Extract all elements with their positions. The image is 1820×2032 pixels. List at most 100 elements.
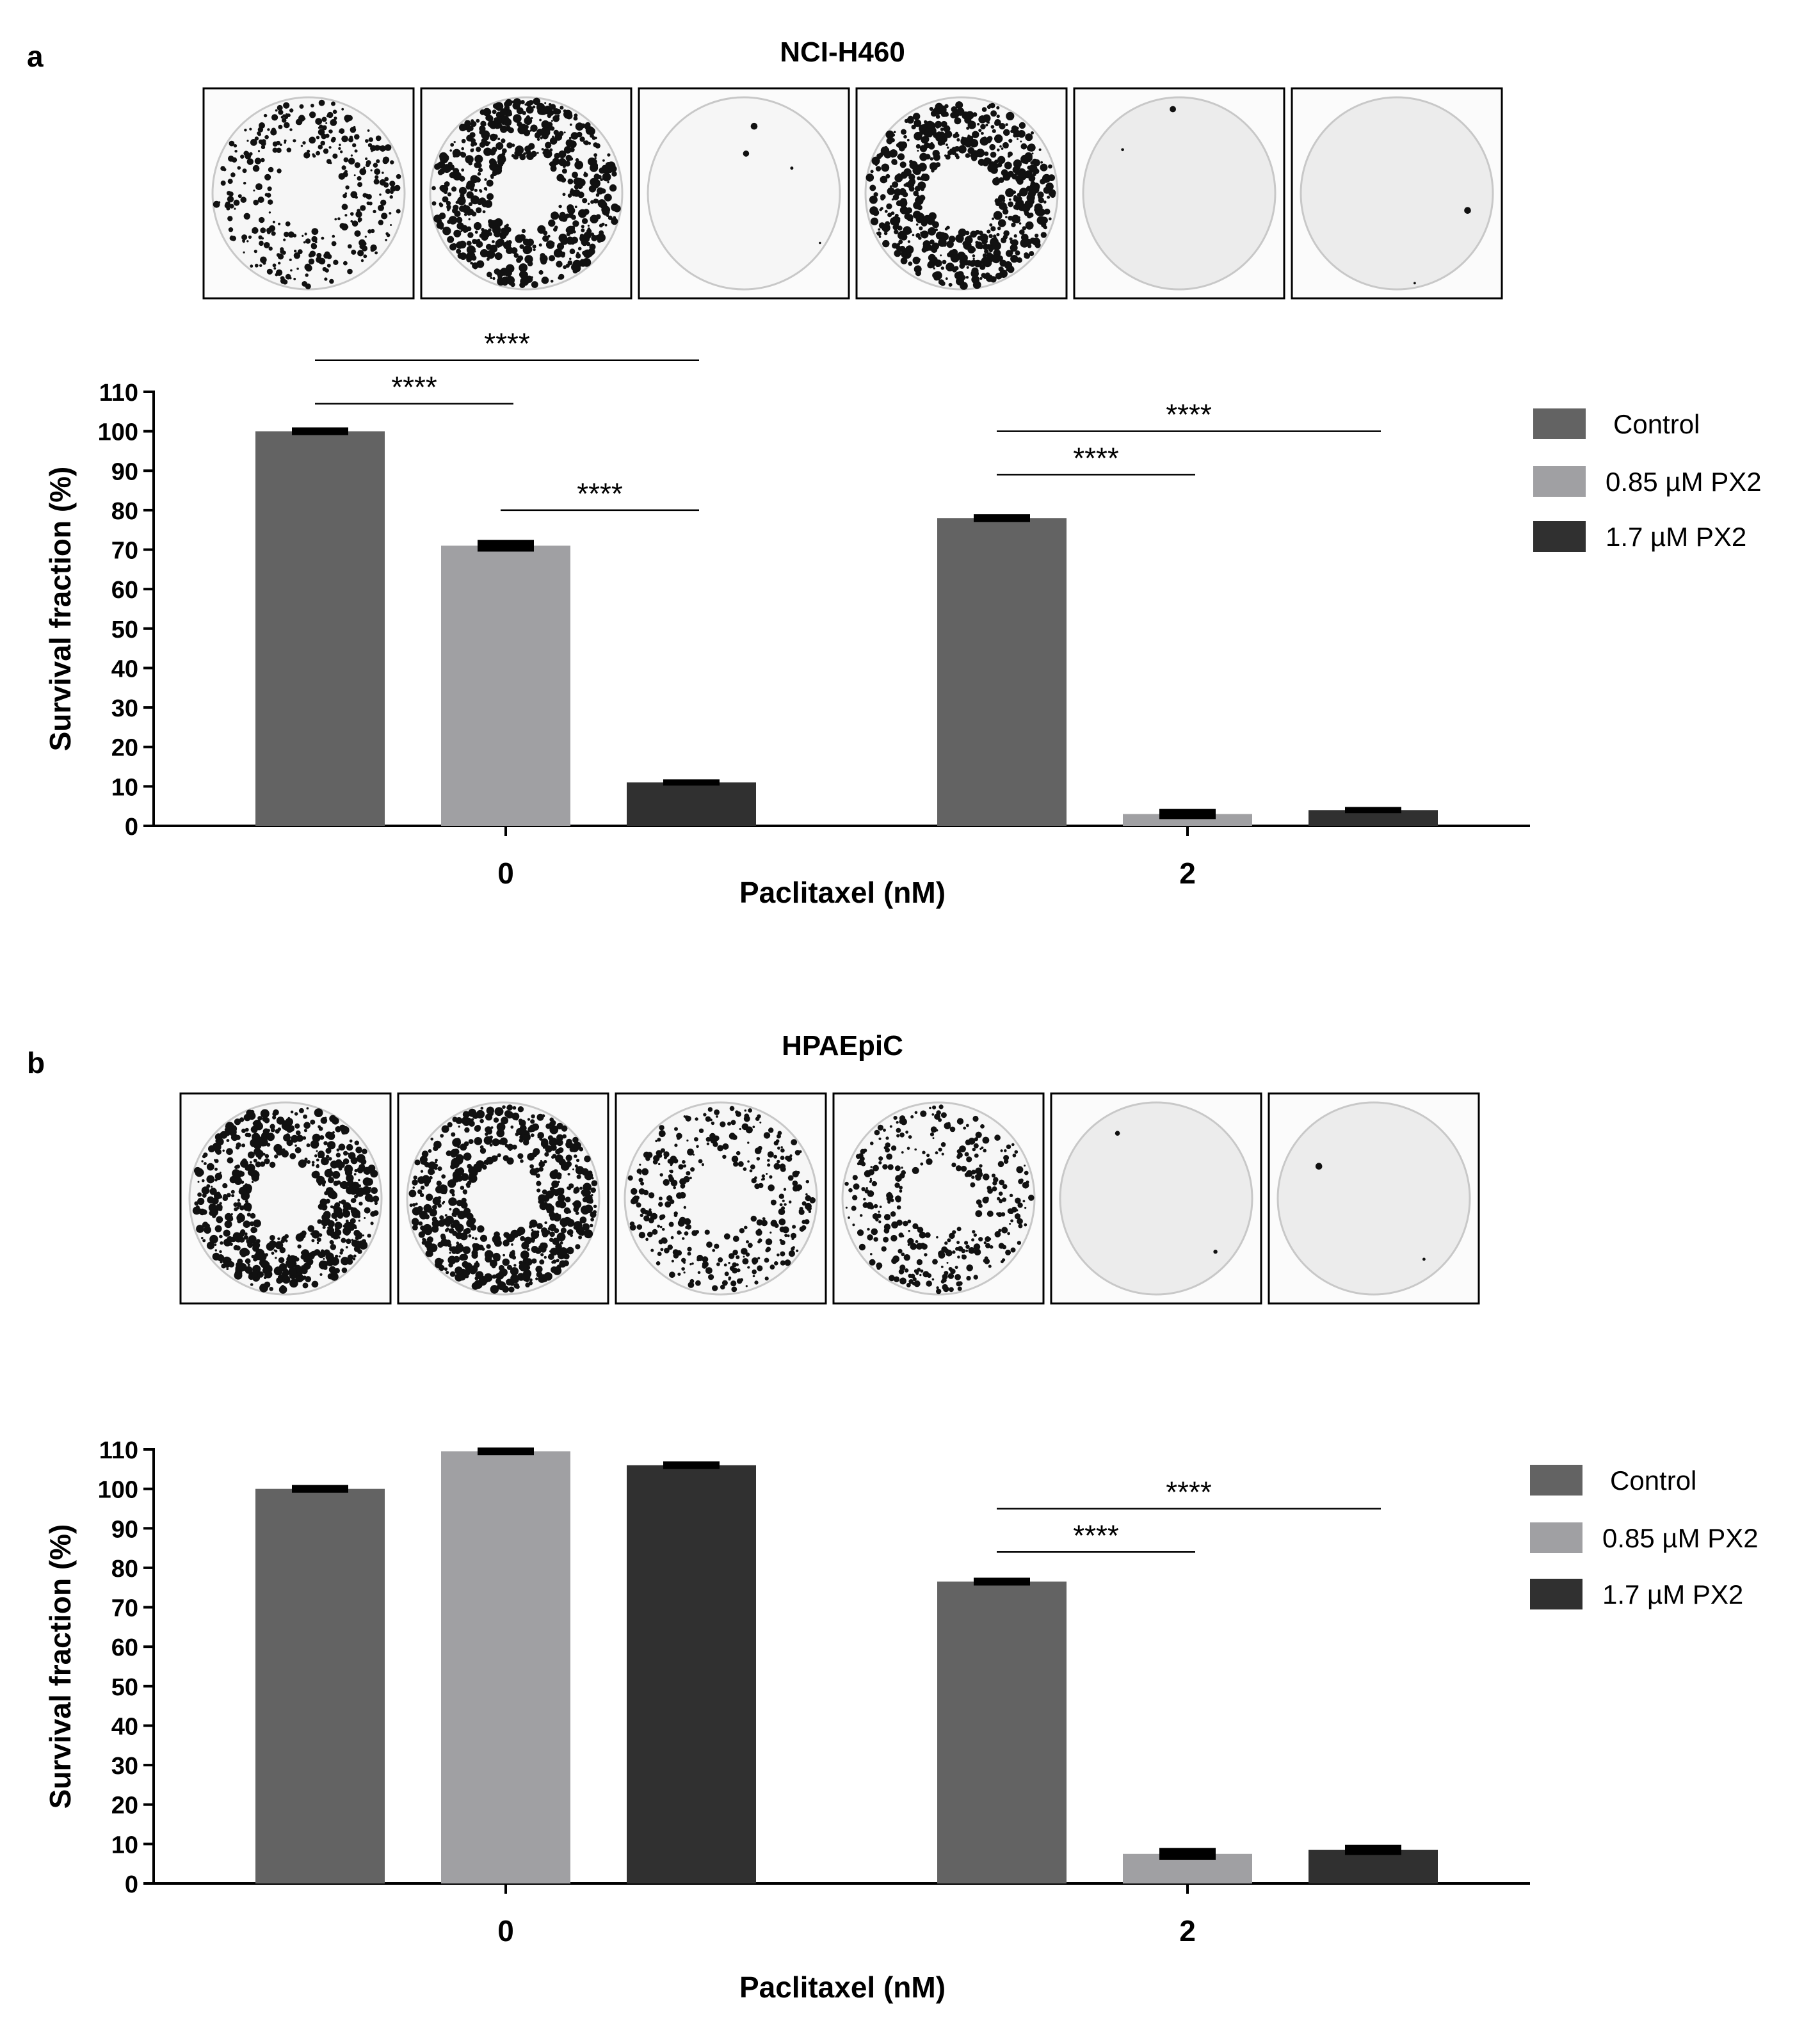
colony-dot <box>326 1141 336 1150</box>
colony-dot <box>488 220 497 229</box>
colony-dot <box>998 1229 1002 1232</box>
colony-dot <box>350 154 353 157</box>
colony-dot <box>630 1198 637 1205</box>
colony-dot <box>459 124 467 132</box>
colony-dot <box>590 163 593 165</box>
colony-dot <box>347 244 352 249</box>
colony-dot <box>878 1161 882 1165</box>
colony-dot <box>413 1175 417 1180</box>
colony-dot <box>208 1145 215 1152</box>
colony-dot <box>987 229 991 234</box>
colony-dot <box>471 1252 478 1259</box>
colony-dot <box>206 1175 215 1184</box>
colony-dot <box>412 1186 415 1189</box>
colony-dot <box>370 1211 376 1217</box>
colony-dot <box>389 195 393 199</box>
colony-dot <box>791 1139 798 1146</box>
colony-dot <box>664 1248 670 1254</box>
colony-dot <box>579 1186 583 1190</box>
colony-dot <box>376 159 380 163</box>
colony-dot <box>280 1239 285 1243</box>
colony-dot <box>209 1234 218 1244</box>
colony-dot <box>743 150 750 157</box>
colony-dot <box>682 1160 686 1164</box>
colony-dot <box>798 1150 802 1154</box>
colony-dot <box>947 1238 951 1243</box>
colony-dot <box>330 161 332 165</box>
colony-dot <box>482 1165 487 1170</box>
y-tick-label: 20 <box>111 1793 138 1819</box>
colony-dot <box>660 1248 664 1252</box>
colony-dot <box>770 1199 777 1205</box>
colony-dot <box>1000 1149 1003 1152</box>
error-bar-cap <box>478 1447 534 1456</box>
colony-dot <box>373 209 376 214</box>
colony-dot <box>531 1240 535 1243</box>
colony-dot <box>565 1218 567 1221</box>
colony-dot <box>234 150 238 153</box>
colony-dot <box>458 1273 466 1281</box>
colony-dot <box>232 1232 241 1241</box>
colony-dot <box>1006 1144 1011 1150</box>
colony-dot <box>956 1281 962 1287</box>
colony-dot <box>483 147 492 156</box>
colony-dot <box>341 1257 350 1266</box>
colony-dot <box>549 1121 554 1127</box>
y-tick-label: 50 <box>111 617 138 643</box>
colony-dot <box>274 1268 277 1271</box>
colony-dot <box>600 188 606 194</box>
colony-dot <box>974 1137 978 1141</box>
colony-dot <box>712 1285 718 1291</box>
colony-dot <box>325 1252 334 1261</box>
colony-dot <box>884 145 888 149</box>
colony-dot <box>531 117 533 120</box>
colony-dot <box>240 197 247 203</box>
colony-dot <box>765 1248 769 1253</box>
colony-dot <box>597 191 600 193</box>
colony-dot <box>474 230 478 234</box>
colony-dot <box>231 157 238 163</box>
colony-dot <box>364 1217 366 1219</box>
colony-dot <box>334 1269 338 1274</box>
colony-dot <box>275 1241 284 1250</box>
colony-dot <box>324 1168 334 1178</box>
colony-dot <box>584 172 586 174</box>
colony-dot <box>529 1164 534 1169</box>
colony-dot <box>219 1234 223 1239</box>
colony-dot <box>989 143 996 150</box>
y-tick-label: 30 <box>111 695 138 722</box>
colony-dot <box>329 1239 334 1245</box>
colony-dot <box>1017 192 1022 198</box>
colony-dot <box>488 120 498 129</box>
colony-dot <box>677 1272 681 1276</box>
colony-dot <box>523 248 527 253</box>
colony-dot <box>883 1128 886 1132</box>
colony-dot <box>899 1186 903 1189</box>
colony-dot <box>532 105 536 109</box>
colony-dot <box>367 1234 371 1238</box>
colony-dot <box>530 1133 535 1138</box>
colony-dot <box>576 177 584 185</box>
colony-dot <box>548 1254 554 1260</box>
colony-dot <box>894 1182 900 1188</box>
colony-dot <box>272 1111 277 1117</box>
colony-dot <box>260 1109 270 1118</box>
colony-dot <box>271 114 278 121</box>
colony-dot <box>269 1287 274 1291</box>
colony-dot <box>950 254 960 263</box>
colony-dot <box>723 1263 727 1267</box>
colony-dot <box>556 173 565 182</box>
colony-dot <box>466 191 474 199</box>
colony-dot <box>892 194 899 200</box>
colony-dot <box>355 195 358 199</box>
colony-dot <box>852 1175 858 1181</box>
colony-dot <box>334 117 337 120</box>
colony-dot <box>449 243 457 251</box>
colony-dot <box>992 217 995 220</box>
colony-dot <box>627 1175 633 1181</box>
colony-dot <box>908 1279 914 1284</box>
colony-dot <box>477 1225 485 1233</box>
colony-dot <box>767 1151 774 1158</box>
colony-dot <box>322 1225 326 1229</box>
colony-dot <box>962 138 966 143</box>
